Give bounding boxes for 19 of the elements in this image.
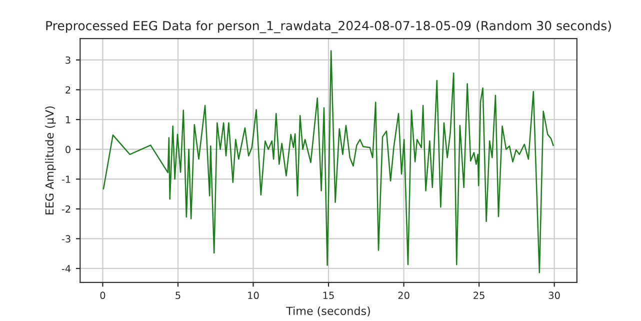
x-tick-label: 5 — [176, 292, 180, 300]
y-tick-label: -3 — [62, 235, 70, 243]
y-tick-label: -1 — [62, 176, 70, 183]
x-tick-label: 10 — [248, 292, 259, 300]
x-tick-label: 20 — [398, 292, 410, 300]
x-tick-label: 30 — [548, 292, 560, 300]
x-axis-title: Time (seconds) — [286, 306, 370, 316]
y-tick-label: -2 — [62, 205, 70, 213]
x-tick-label: 25 — [474, 292, 484, 300]
y-axis-title: EEG Amplitude (µV) — [45, 106, 56, 214]
line-series — [102, 50, 554, 274]
y-tick-label: 3 — [66, 56, 70, 64]
chart-title: Preprocessed EEG Data for person_1_rawdata_2024-08-07-18-05-09 (Random 30 seconds) — [46, 20, 611, 34]
y-tick-label: -4 — [62, 265, 71, 272]
y-tick-label: 0 — [66, 146, 70, 154]
y-tick-label: 2 — [66, 86, 70, 94]
x-tick-label: 0 — [100, 292, 106, 300]
y-tick-label: 1 — [66, 116, 70, 124]
x-tick-label: 15 — [323, 292, 334, 300]
